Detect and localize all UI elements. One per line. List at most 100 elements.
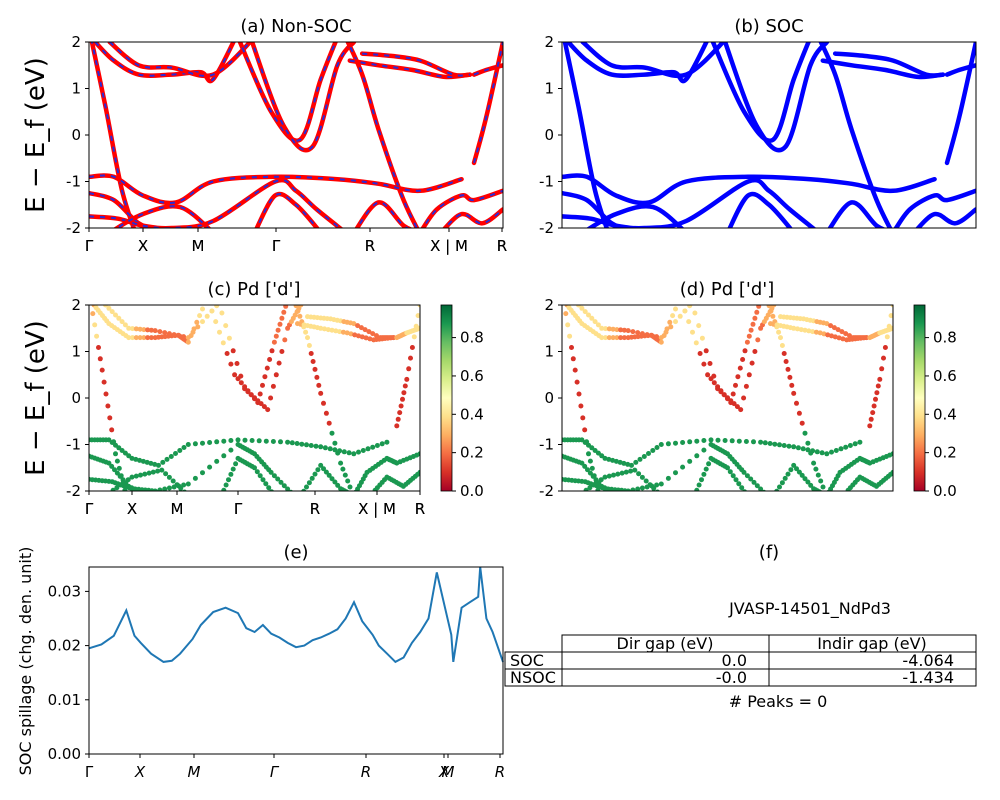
panel-b-soc-bands: -2 -1 0 1 2 Γ X M Γ R X | M R [85, 33, 977, 255]
panel-a-band-overlay-line [109, 42, 252, 77]
panel-d-projection-point [694, 487, 700, 491]
panel-c-projection-point [362, 327, 368, 333]
panel-d-projection-point [610, 326, 616, 332]
material-caption: JVASP-14501_NdPd3 [728, 599, 891, 619]
panel-b-band-line [727, 191, 793, 228]
panel-c-projection-point [271, 339, 277, 345]
panel-d-projection-point [816, 489, 822, 491]
panel-c-projection-point [351, 321, 357, 327]
panel-d-projection-point [737, 365, 743, 371]
panel-d-projection-point [779, 480, 785, 486]
panel-e-xtick-label: X [438, 763, 450, 781]
panel-d-projection-point [734, 404, 740, 410]
panel-c-projection-point [176, 333, 182, 339]
panel-d-xtick-label: R [415, 500, 425, 518]
panel-d-projection-point [786, 443, 792, 449]
panel-c-projection-point [192, 441, 198, 447]
panel-c-projection-point [273, 333, 279, 339]
panel-d-projection-point [610, 335, 616, 341]
panel-c-projection-point [163, 471, 169, 477]
panel-d-projection-point [886, 323, 892, 329]
panel-d-projection-point [677, 313, 683, 319]
panel-d-projection-point [884, 334, 890, 340]
panel-d-projection-point [696, 482, 702, 488]
panel-c-projection-point [192, 475, 198, 481]
panel-c-projection-point [400, 396, 405, 402]
panel-d-projection-point [637, 456, 643, 462]
panel-c-projection-point [245, 389, 251, 395]
panel-c-projection-point [157, 487, 163, 491]
panel-c-projection-point [207, 440, 213, 445]
panel-a-title: (a) Non-SOC [240, 16, 351, 37]
panel-c-projection-point [413, 323, 419, 329]
panel-c-projection-point [326, 420, 332, 426]
panel-c-projection-point [325, 327, 331, 333]
panel-d-projection-point [751, 439, 756, 445]
panel-d-projection-point [730, 473, 736, 479]
panel-c-projection-point [408, 355, 413, 361]
panel-d-projection-point [705, 372, 711, 378]
panel-c-ytick-label: 1 [71, 343, 81, 361]
panel-c-projection-point [332, 479, 338, 485]
panel-a-band-overlay-line [89, 192, 152, 228]
panel-b-band-line [710, 42, 811, 143]
panel-c-projection-point [234, 361, 240, 366]
panel-d-projection-point [696, 323, 702, 329]
panel-a-band-overlay-line [115, 205, 210, 228]
row-label-soc: SOC [510, 651, 544, 670]
panel-c-projection-point [92, 322, 98, 328]
panel-d-projection-point [687, 458, 693, 464]
panel-d-projection-point [836, 335, 842, 341]
panel-c-projection-point [148, 327, 154, 333]
panel-d-projection-point [598, 477, 604, 483]
panel-d-projection-point [606, 473, 612, 479]
panel-d-projection-point [779, 343, 785, 348]
panel-d-projection-point [777, 442, 782, 448]
panel-c-xtick-label: Γ [234, 500, 243, 518]
panel-d-projection-point [839, 329, 845, 335]
panel-c-projection-point [304, 484, 309, 490]
panel-c-projection-point [162, 330, 168, 336]
panel-d-projection-point [777, 484, 782, 490]
panel-a-band-overlay-line [238, 42, 337, 142]
panel-c-projection-point [177, 448, 183, 453]
panel-d-projection-point [580, 415, 586, 421]
panel-d-projection-point [722, 438, 728, 443]
panel-c-projection-point [221, 453, 227, 459]
panel-e-ytick-label: 0.02 [48, 637, 81, 655]
panel-d-projection-point [838, 446, 844, 452]
panel-c-projection-point [252, 465, 257, 471]
panel-d-projection-point [641, 454, 647, 459]
panel-c-projection-point [152, 328, 158, 334]
panel-d-projection-point [776, 329, 782, 335]
panel-c-projection-point [366, 329, 372, 335]
panel-e-ytick-label: 0.00 [48, 745, 81, 763]
panel-c-projection-point [348, 491, 353, 496]
panel-c-projection-point [122, 450, 128, 456]
panel-b-bands-group [562, 42, 976, 228]
panel-d-projection-point [824, 451, 830, 457]
panel-c-projection-point [214, 458, 220, 464]
panel-c-projection-point [141, 335, 147, 341]
panel-d-projection-point [748, 327, 754, 333]
panel-c-colorbar-tick-label: 0.0 [460, 482, 484, 500]
panel-c-colorbar-tick-label: 0.8 [460, 329, 484, 347]
panel-d-projection-point [597, 495, 602, 500]
panel-d-projection-point [817, 330, 823, 336]
panel-d-projection-point [745, 493, 750, 498]
panel-d-projection-point [699, 477, 704, 483]
panel-c-projection-point [365, 446, 371, 452]
panel-d-projection-point [687, 305, 693, 309]
panel-d-projection-point [783, 359, 789, 364]
panel-c-projection-point [322, 326, 327, 332]
panel-d-projection-point [646, 451, 651, 456]
panel-c-xtick-label: R [415, 500, 425, 518]
panel-d-projection-point [576, 493, 581, 498]
panel-b-xtick-label: X | M [430, 237, 468, 255]
panel-d-projection-point [654, 482, 660, 488]
panel-c-projection-point [116, 445, 122, 451]
panel-c-projection-point [262, 374, 268, 380]
panel-c-projection-point [129, 455, 135, 461]
panel-c-projection-point [130, 326, 135, 332]
panel-d-projection-point [718, 389, 724, 395]
